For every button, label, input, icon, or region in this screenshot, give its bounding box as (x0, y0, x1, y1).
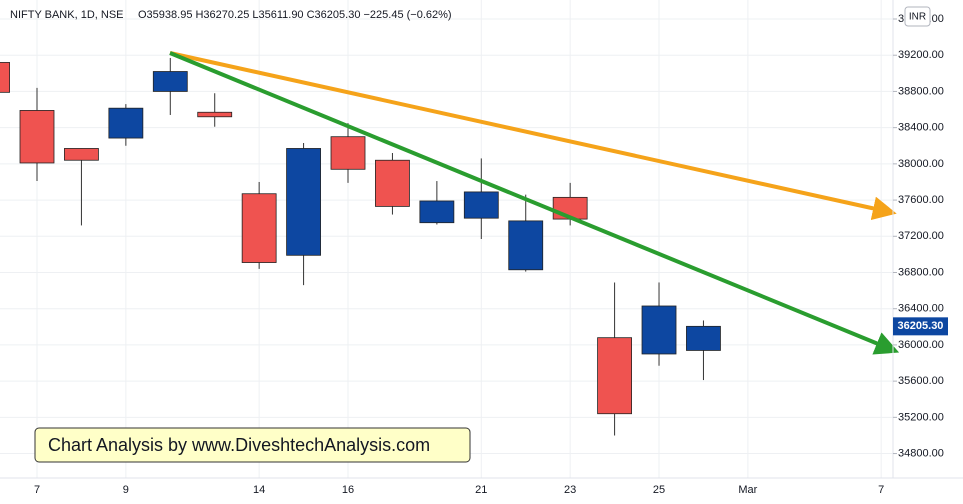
x-tick-label: 7 (34, 484, 40, 496)
candle-body (330, 136, 366, 170)
y-tick-label: 38000.00 (898, 158, 944, 170)
candle-body (152, 71, 188, 92)
x-tick-label: 7 (878, 484, 884, 496)
y-tick-label: 37600.00 (898, 194, 944, 206)
y-tick-label: 36800.00 (898, 266, 944, 278)
last-price-label: 36205.30 (898, 320, 944, 332)
candle-body (419, 200, 455, 224)
y-tick-label: 34800.00 (898, 447, 944, 459)
candle-body (197, 111, 233, 118)
candle-body (108, 107, 144, 139)
candle-body (686, 325, 721, 351)
candle-body (508, 220, 544, 271)
x-tick-label: 14 (253, 484, 265, 496)
x-tick-label: 21 (475, 484, 487, 496)
candle-body (19, 110, 55, 164)
x-tick-label: 9 (123, 484, 129, 496)
last-price-box (893, 317, 948, 336)
trend-line (169, 51, 900, 355)
ohlc-text: O35938.95 H36270.25 L35611.90 C36205.30 … (138, 9, 452, 21)
y-tick-label: 39200.00 (898, 49, 944, 61)
candle-body (241, 193, 277, 263)
candle-body (597, 337, 632, 415)
candle-body (0, 62, 10, 93)
y-tick-label: 35600.00 (898, 375, 944, 387)
currency-badge[interactable] (904, 6, 931, 27)
y-tick-label: 36000.00 (898, 339, 944, 351)
candle-body (641, 305, 677, 355)
y-tick-label: 35200.00 (898, 411, 944, 423)
y-tick-label: 36400.00 (898, 303, 944, 315)
x-tick-label: 23 (564, 484, 576, 496)
annotation: Chart Analysis by www.DiveshtechAnalysis… (48, 435, 430, 455)
chart-title: NIFTY BANK, 1D, NSE (10, 9, 124, 21)
x-tick-label: Mar (738, 484, 757, 496)
currency: INR (909, 12, 926, 23)
y-tick-label: 38400.00 (898, 122, 944, 134)
y-tick-label: 37200.00 (898, 230, 944, 242)
candle-body (375, 159, 410, 207)
annotation-box (34, 427, 471, 463)
candle-body (463, 191, 499, 219)
candle-body (64, 148, 99, 161)
candle-body (286, 148, 321, 256)
x-tick-label: 25 (653, 484, 665, 496)
y-tick-label: 38800.00 (898, 85, 944, 97)
trend-line (169, 51, 897, 221)
x-tick-label: 16 (342, 484, 354, 496)
